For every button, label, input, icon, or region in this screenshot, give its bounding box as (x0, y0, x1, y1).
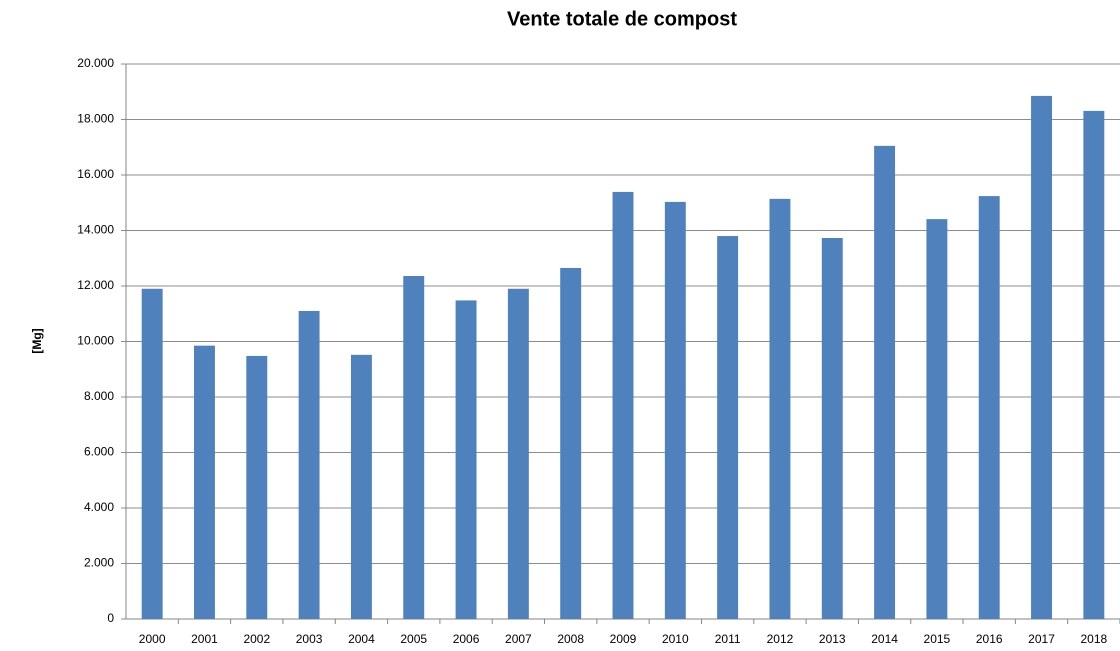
bar (403, 276, 425, 619)
x-tick-label: 2010 (662, 632, 689, 646)
bar (978, 196, 1000, 619)
y-tick-label: 16.000 (77, 167, 114, 181)
x-tick-label: 2016 (976, 632, 1003, 646)
x-tick-label: 2000 (139, 632, 166, 646)
x-tick-label: 2011 (715, 632, 741, 646)
bar (769, 198, 791, 620)
x-tick-label: 2007 (505, 632, 532, 646)
y-tick-label: 18.000 (77, 112, 114, 126)
bar (298, 310, 320, 619)
x-tick-label: 2008 (557, 632, 584, 646)
x-tick-label: 2014 (871, 632, 898, 646)
x-tick-label: 2002 (243, 632, 270, 646)
bar (560, 267, 582, 619)
y-tick-label: 2.000 (84, 556, 114, 570)
x-tick-label: 2005 (400, 632, 427, 646)
bar (874, 145, 896, 620)
bar (246, 355, 268, 619)
bar (821, 237, 843, 619)
x-tick-label: 2012 (767, 632, 794, 646)
y-tick-label: 10.000 (77, 334, 114, 348)
y-tick-label: 4.000 (84, 500, 114, 514)
x-tick-label: 2017 (1028, 632, 1055, 646)
x-tick-label: 2013 (819, 632, 846, 646)
x-tick-label: 2018 (1080, 632, 1107, 646)
bar (350, 354, 372, 619)
y-tick-label: 14.000 (77, 223, 114, 237)
y-tick-label: 12.000 (77, 278, 114, 292)
x-tick-label: 2001 (191, 632, 218, 646)
bar (612, 191, 634, 620)
bar (1031, 95, 1052, 620)
bar (455, 300, 477, 619)
bar (1083, 110, 1105, 620)
y-tick-label: 0 (107, 611, 114, 625)
bar (717, 236, 739, 620)
y-axis-label: [Mg] (30, 328, 44, 353)
y-tick-label: 6.000 (84, 445, 114, 459)
bar (664, 201, 686, 620)
bar (926, 219, 948, 619)
bar (141, 288, 163, 619)
x-tick-label: 2015 (924, 632, 951, 646)
x-tick-label: 2006 (453, 632, 480, 646)
y-tick-label: 20.000 (77, 56, 114, 70)
bar (507, 288, 529, 619)
bar (194, 345, 215, 619)
x-tick-label: 2003 (296, 632, 323, 646)
y-tick-label: 8.000 (84, 389, 114, 403)
x-tick-label: 2009 (610, 632, 637, 646)
x-tick-label: 2004 (348, 632, 375, 646)
chart-title: Vente totale de compost (507, 8, 737, 30)
